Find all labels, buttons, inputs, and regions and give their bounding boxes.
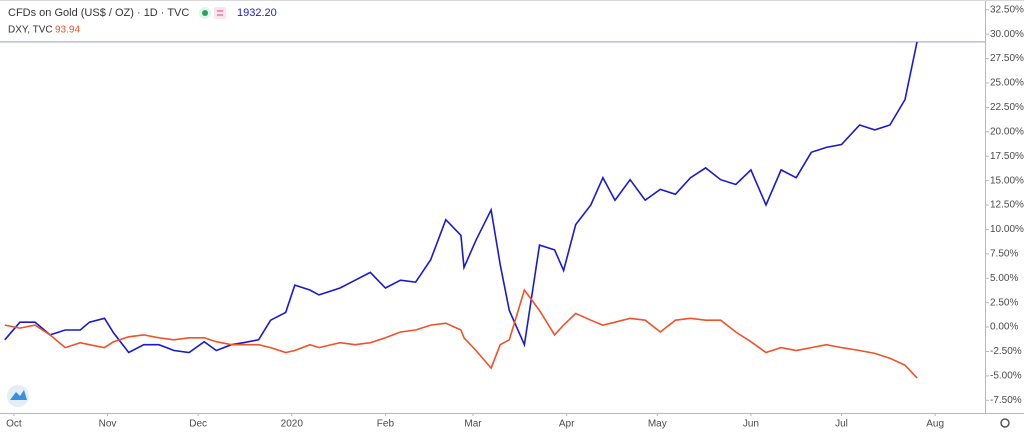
y-tick-label: 17.50% (990, 151, 1024, 162)
x-tick-label: Mar (464, 419, 482, 430)
logo-mark (10, 390, 27, 400)
x-tick-label: Apr (559, 419, 575, 430)
series-line (4, 41, 918, 354)
x-tick-label: Oct (6, 419, 22, 430)
event-icon-bg (214, 7, 226, 19)
y-tick-label: 30.00% (990, 29, 1024, 40)
x-tick-label: 2020 (281, 419, 304, 430)
settings-icon[interactable] (1000, 418, 1010, 428)
y-tick-label: 12.50% (990, 200, 1024, 211)
x-tick-label: Dec (189, 419, 207, 430)
subtitle-value: 93.94 (55, 25, 80, 36)
y-tick-label: -7.50% (990, 395, 1022, 406)
y-tick-label: 32.50% (990, 4, 1024, 15)
status-icon (202, 10, 208, 16)
x-tick-label: Jun (743, 419, 759, 430)
y-tick-label: 7.50% (990, 248, 1018, 259)
y-tick-label: 27.50% (990, 53, 1024, 64)
x-tick-label: Nov (99, 419, 117, 430)
series-line (4, 288, 918, 379)
x-tick-label: Feb (377, 419, 395, 430)
x-tick-label: Aug (926, 419, 944, 430)
y-tick-label: 2.50% (990, 297, 1018, 308)
y-tick-label: 22.50% (990, 102, 1024, 113)
y-tick-label: 0.00% (990, 322, 1018, 333)
x-tick-label: Jul (835, 419, 848, 430)
title-value: 1932.20 (237, 7, 277, 19)
subtitle: DXY, TVC (8, 25, 53, 36)
x-tick-label: May (648, 419, 667, 430)
y-tick-label: -2.50% (990, 346, 1022, 357)
y-tick-label: 25.00% (990, 78, 1024, 89)
y-tick-label: 5.00% (990, 273, 1018, 284)
y-tick-label: 10.00% (990, 224, 1024, 235)
y-tick-label: 20.00% (990, 126, 1024, 137)
y-tick-label: -5.00% (990, 371, 1022, 382)
y-tick-label: 15.00% (990, 175, 1024, 186)
chart-title: CFDs on Gold (US$ / OZ) · 1D · TVC (8, 7, 189, 19)
